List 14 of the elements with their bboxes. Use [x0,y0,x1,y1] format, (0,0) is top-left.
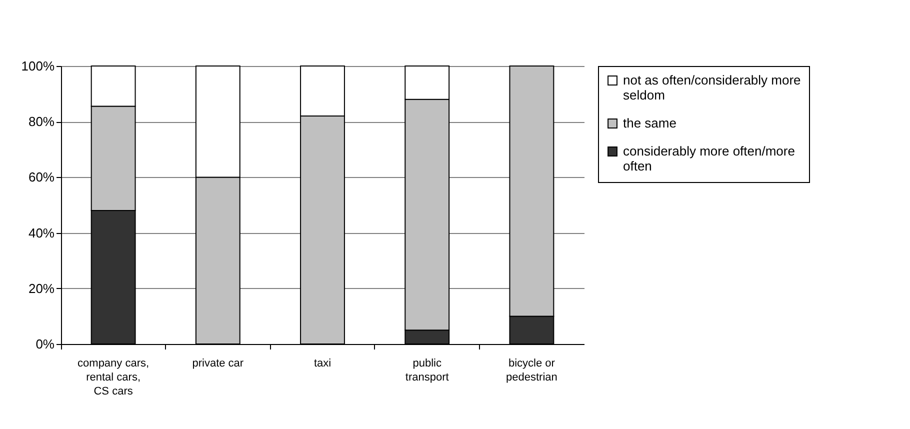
legend-label: considerably more often/more often [623,144,795,174]
x-tick-label: bicycle or pedestrian [506,358,558,384]
x-tick-label: taxi [314,358,332,370]
y-tick-label: 0% [36,336,55,352]
legend-label: not as often/considerably more seldom [623,72,801,102]
y-tick-label: 60% [28,170,55,185]
legend-label: the same [623,116,676,130]
x-tick-label: public transport [405,358,449,384]
y-tick-label: 100% [21,58,55,74]
y-tick-label: 80% [28,114,55,130]
x-tick-label: private car [192,358,244,370]
y-tick-label: 40% [28,225,55,240]
y-tick-label: 20% [28,280,55,296]
x-tick-label: company cars, rental cars, CS cars [78,358,150,398]
